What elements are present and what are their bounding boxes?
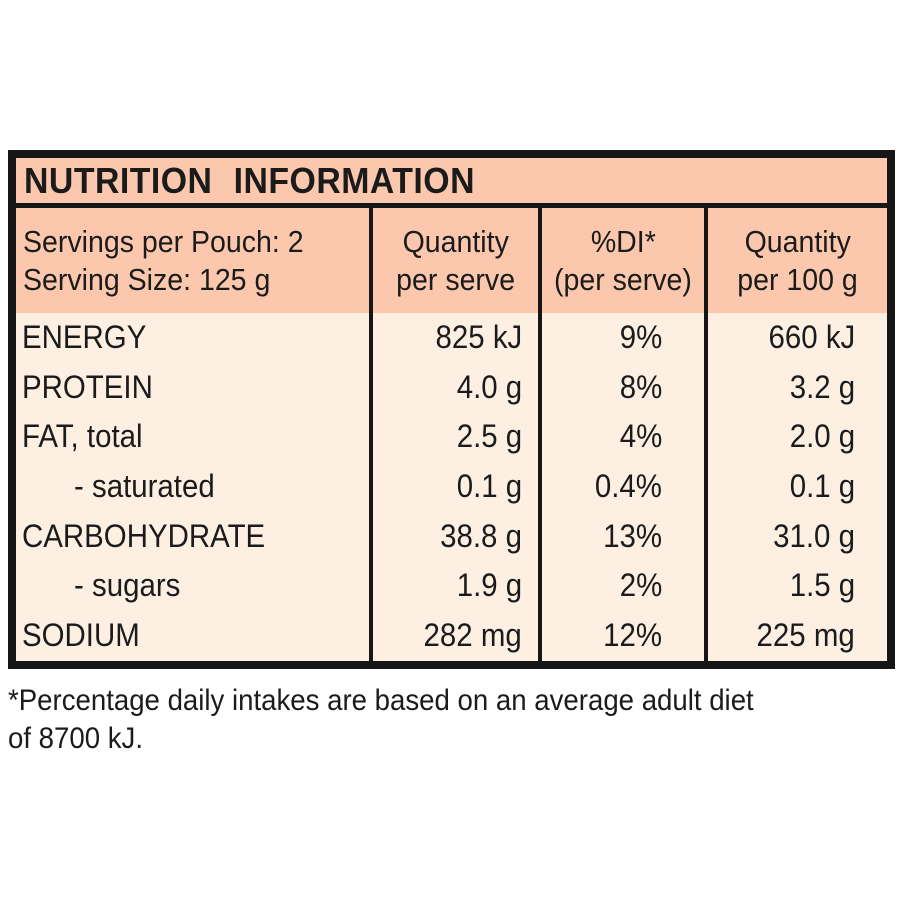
nutrient-name-saturated: - saturated <box>74 468 215 505</box>
nutrient-name-carbohydrate: CARBOHYDRATE <box>22 517 266 554</box>
value-carbohydrate-per-100g: 31.0 g <box>704 511 887 562</box>
value-sodium-di: 12% <box>538 611 704 661</box>
value-energy-per-100g: 660 kJ <box>704 313 887 363</box>
value-fat-di: 4% <box>538 412 704 463</box>
column-header-line: %DI* <box>590 223 656 259</box>
daily-intake-footnote: *Percentage daily intakes are based on a… <box>8 682 819 758</box>
value-fat-per-100g: 2.0 g <box>704 412 887 463</box>
column-header-di-per-serve: %DI* (per serve) <box>538 208 704 313</box>
serving-info-cell: Servings per Pouch: 2 Serving Size: 125 … <box>16 208 369 313</box>
value-fat-per-serve: 2.5 g <box>369 412 538 463</box>
nutrient-name-sodium: SODIUM <box>22 617 140 654</box>
column-header-quantity-per-serve: Quantity per serve <box>369 208 538 313</box>
serving-size: Serving Size: 125 g <box>23 261 271 297</box>
label-title-bar: NUTRITION INFORMATION <box>16 158 887 208</box>
column-header-line: (per serve) <box>554 261 692 297</box>
nutrient-name-energy: ENERGY <box>22 319 147 355</box>
value-saturated-per-serve: 0.1 g <box>369 462 538 512</box>
value-sugars-per-100g: 1.5 g <box>704 561 887 612</box>
nutrient-name-sugars: - sugars <box>74 567 181 604</box>
value-energy-per-serve: 825 kJ <box>369 313 538 363</box>
value-protein-per-serve: 4.0 g <box>369 362 538 413</box>
column-header-quantity-per-100g: Quantity per 100 g <box>704 208 887 313</box>
servings-per-pouch: Servings per Pouch: 2 <box>23 223 304 259</box>
nutrition-label: NUTRITION INFORMATION Servings per Pouch… <box>8 150 895 669</box>
value-sodium-per-100g: 225 mg <box>704 611 887 661</box>
label-title: NUTRITION INFORMATION <box>24 159 475 201</box>
value-energy-di: 9% <box>538 313 704 363</box>
value-protein-di: 8% <box>538 362 704 413</box>
value-sodium-per-serve: 282 mg <box>369 611 538 661</box>
footnote-line-1: *Percentage daily intakes are based on a… <box>8 684 754 717</box>
value-saturated-per-100g: 0.1 g <box>704 462 887 512</box>
value-carbohydrate-per-serve: 38.8 g <box>369 511 538 562</box>
nutrient-name-fat-total: FAT, total <box>22 418 143 455</box>
nutrient-name-protein: PROTEIN <box>22 368 153 405</box>
column-header-line: Quantity <box>402 223 509 259</box>
column-header-line: Quantity <box>744 223 851 259</box>
footnote-line-2: of 8700 kJ. <box>8 722 144 755</box>
value-protein-per-100g: 3.2 g <box>704 362 887 413</box>
column-header-line: per serve <box>396 261 515 297</box>
value-carbohydrate-di: 13% <box>538 511 704 562</box>
value-sugars-per-serve: 1.9 g <box>369 561 538 612</box>
column-header-line: per 100 g <box>737 261 858 297</box>
value-saturated-di: 0.4% <box>538 462 704 512</box>
value-sugars-di: 2% <box>538 561 704 612</box>
nutrition-table: Servings per Pouch: 2 Serving Size: 125 … <box>16 208 887 661</box>
